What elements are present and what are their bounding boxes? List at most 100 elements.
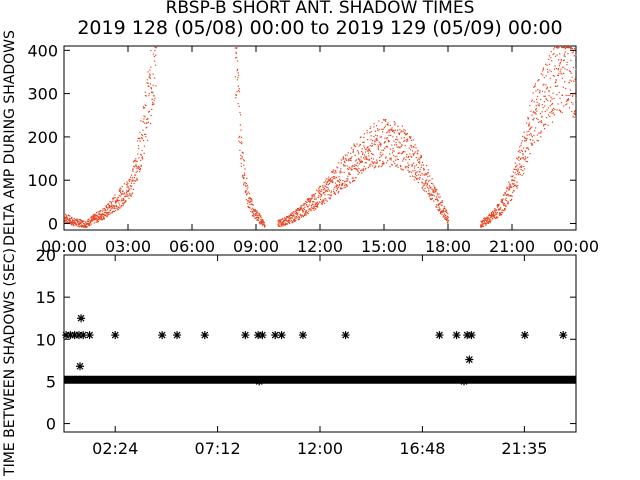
delta-amp-point — [511, 179, 513, 181]
delta-amp-point — [526, 131, 528, 133]
delta-amp-point — [515, 165, 517, 168]
delta-amp-point — [73, 225, 75, 227]
delta-amp-point — [549, 112, 551, 114]
delta-amp-point — [386, 123, 388, 126]
delta-amp-point — [481, 224, 483, 226]
delta-amp-point — [103, 209, 105, 211]
delta-amp-point — [143, 133, 146, 135]
delta-amp-point — [434, 198, 437, 201]
delta-amp-point — [136, 177, 138, 179]
delta-amp-point — [372, 158, 374, 160]
delta-amp-point — [361, 172, 363, 174]
delta-amp-point — [319, 201, 321, 203]
delta-amp-point — [483, 222, 486, 224]
delta-amp-point — [108, 205, 110, 207]
delta-amp-point — [153, 103, 155, 105]
delta-amp-point — [291, 222, 293, 224]
delta-amp-point — [502, 209, 504, 211]
delta-amp-point — [573, 112, 575, 114]
delta-amp-point — [121, 185, 123, 188]
delta-amp-point — [305, 200, 307, 203]
delta-amp-point — [402, 169, 404, 171]
delta-amp-point — [346, 165, 348, 167]
delta-amp-point — [574, 111, 576, 113]
delta-amp-point — [314, 198, 316, 200]
delta-amp-point — [349, 173, 351, 175]
delta-amp-point — [118, 206, 120, 208]
delta-amp-point — [370, 163, 372, 165]
delta-amp-point — [544, 128, 546, 130]
delta-amp-point — [235, 94, 237, 96]
delta-amp-point — [552, 121, 554, 123]
delta-amp-point — [542, 68, 545, 70]
delta-amp-point — [361, 150, 363, 153]
delta-amp-point — [418, 174, 420, 176]
delta-amp-point — [380, 136, 383, 138]
delta-amp-point — [315, 189, 318, 191]
delta-amp-point — [501, 209, 503, 211]
delta-amp-point — [391, 129, 393, 131]
delta-amp-point — [432, 190, 435, 192]
delta-amp-point — [362, 168, 364, 170]
delta-amp-point — [151, 98, 153, 100]
delta-amp-point — [533, 141, 535, 143]
delta-amp-point — [87, 220, 89, 223]
delta-amp-point — [335, 172, 337, 174]
delta-amp-point — [66, 218, 68, 220]
delta-amp-point — [71, 217, 73, 219]
delta-amp-point — [531, 99, 534, 101]
delta-amp-point — [298, 217, 300, 219]
delta-amp-point — [431, 188, 433, 190]
delta-amp-point — [413, 167, 416, 169]
delta-amp-point — [122, 191, 124, 193]
interval-point — [435, 331, 444, 340]
delta-amp-point — [95, 218, 97, 220]
delta-amp-point — [543, 83, 545, 85]
delta-amp-point — [152, 92, 154, 94]
delta-amp-point — [423, 182, 425, 184]
delta-amp-point — [419, 162, 421, 164]
delta-amp-point — [357, 151, 360, 153]
delta-amp-point — [447, 216, 449, 218]
delta-amp-point — [421, 182, 423, 184]
delta-amp-point — [532, 139, 534, 141]
delta-amp-point — [138, 145, 140, 147]
delta-amp-point — [301, 207, 303, 209]
delta-amp-point — [335, 185, 337, 187]
delta-amp-point — [400, 168, 402, 170]
delta-amp-point — [128, 187, 130, 189]
delta-amp-point — [378, 120, 380, 122]
delta-amp-point — [69, 222, 71, 224]
delta-amp-point — [560, 60, 562, 62]
delta-amp-point — [528, 134, 530, 136]
delta-amp-point — [99, 215, 102, 217]
delta-amp-point — [247, 186, 249, 188]
delta-amp-point — [380, 151, 382, 153]
delta-amp-point — [377, 139, 379, 141]
delta-amp-point — [127, 195, 129, 197]
delta-amp-point — [408, 171, 410, 173]
xtick-label: 09:00 — [233, 237, 279, 256]
baseline-band — [64, 375, 576, 384]
delta-amp-point — [541, 111, 543, 113]
delta-amp-point — [406, 165, 408, 168]
delta-amp-point — [307, 199, 309, 201]
delta-amp-point — [415, 178, 417, 180]
delta-amp-point — [294, 217, 296, 219]
delta-amp-point — [246, 193, 248, 195]
delta-amp-point — [439, 203, 441, 205]
delta-amp-point — [286, 223, 288, 225]
delta-amp-point — [143, 152, 145, 154]
delta-amp-point — [417, 150, 419, 152]
delta-amp-point — [562, 66, 564, 68]
delta-amp-point — [244, 168, 246, 170]
delta-amp-point — [302, 210, 304, 212]
delta-amp-point — [339, 170, 341, 172]
ytick-label: 0 — [48, 215, 58, 234]
delta-amp-point — [130, 185, 132, 187]
delta-amp-point — [143, 145, 145, 147]
delta-amp-point — [79, 218, 81, 221]
delta-amp-point — [480, 226, 482, 228]
delta-amp-point — [574, 78, 576, 80]
delta-amp-point — [334, 193, 337, 195]
